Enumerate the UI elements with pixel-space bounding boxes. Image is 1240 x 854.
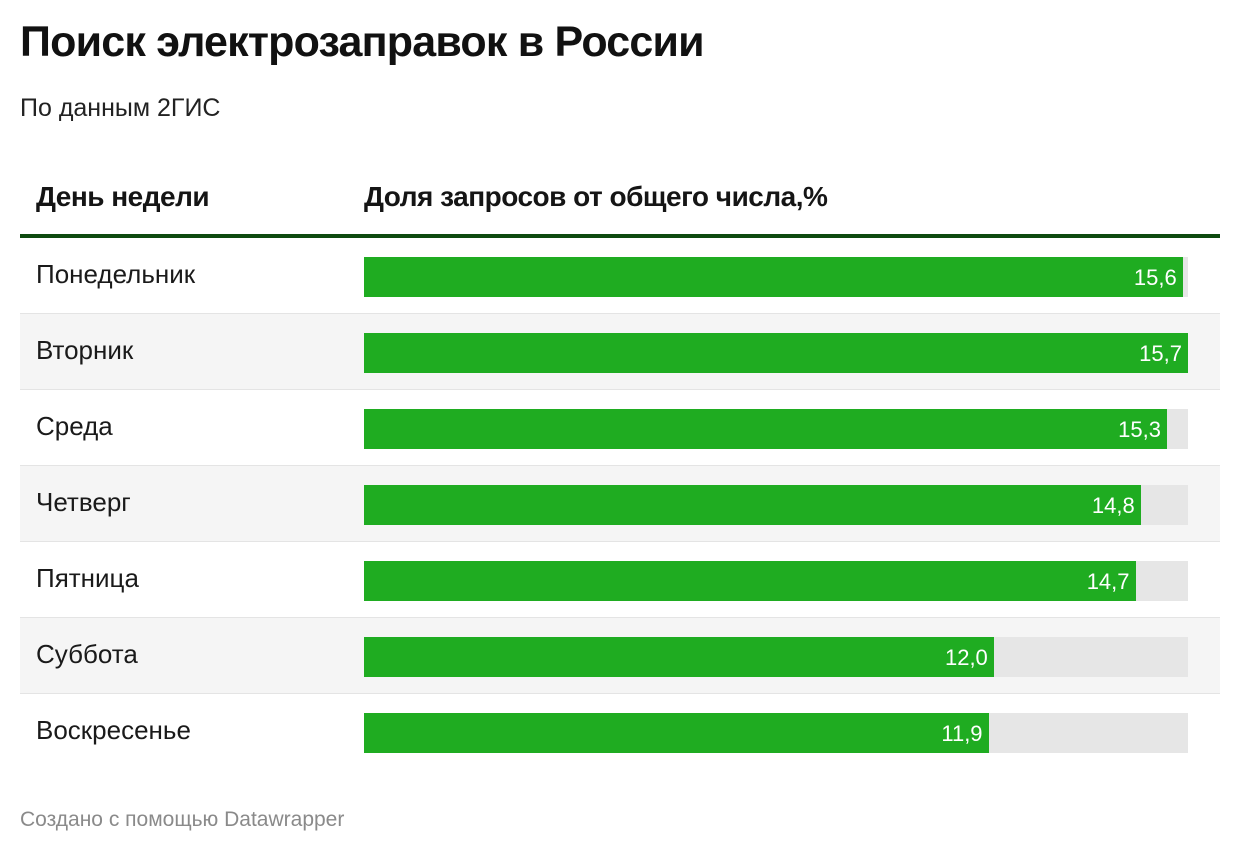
day-label: Воскресенье xyxy=(36,715,191,745)
day-label: Понедельник xyxy=(36,259,196,289)
bar-value-label: 14,7 xyxy=(1086,569,1130,594)
bar-value-label: 12,0 xyxy=(944,645,988,670)
bar: 11,9 xyxy=(364,713,989,753)
day-label: Четверг xyxy=(36,487,131,517)
bar-track: 15,6 xyxy=(364,257,1188,297)
bar-table: День недели Доля запросов от общего числ… xyxy=(20,166,1220,769)
bar-track: 15,7 xyxy=(364,333,1188,373)
day-label: Среда xyxy=(36,411,113,441)
bar-track: 15,3 xyxy=(364,409,1188,449)
table-row: Суббота 12,0 xyxy=(20,618,1220,694)
day-label: Пятница xyxy=(36,563,139,593)
table-row: Воскресенье 11,9 xyxy=(20,694,1220,769)
column-header-share: Доля запросов от общего числа,% xyxy=(364,181,828,212)
table-row: Среда 15,3 xyxy=(20,390,1220,466)
bar-track: 14,8 xyxy=(364,485,1188,525)
bar-value-label: 15,6 xyxy=(1133,265,1177,290)
bar-track: 14,7 xyxy=(364,561,1188,601)
bar: 15,7 xyxy=(364,333,1188,373)
bar-value-label: 15,7 xyxy=(1139,341,1182,366)
table-row: Понедельник 15,6 xyxy=(20,238,1220,314)
bar-value-label: 14,8 xyxy=(1091,493,1135,518)
chart-subtitle: По данным 2ГИС xyxy=(20,94,221,122)
bar-track: 11,9 xyxy=(364,713,1188,753)
chart-title: Поиск электрозаправок в России xyxy=(20,18,705,66)
bar-value-label: 11,9 xyxy=(941,721,983,746)
table-row: Вторник 15,7 xyxy=(20,314,1220,390)
bar: 15,6 xyxy=(364,257,1183,297)
day-label: Суббота xyxy=(36,639,138,669)
column-header-day: День недели xyxy=(36,181,210,212)
table-row: Пятница 14,7 xyxy=(20,542,1220,618)
footer-credit: Создано с помощью Datawrapper xyxy=(20,808,345,831)
bar-value-label: 15,3 xyxy=(1118,417,1161,442)
table-body: Понедельник 15,6 Вторник 15,7 Среда 15,3 Четве… xyxy=(20,238,1220,769)
table-header: День недели Доля запросов от общего числ… xyxy=(20,166,1220,238)
bar: 15,3 xyxy=(364,409,1167,449)
bar: 14,8 xyxy=(364,485,1141,525)
day-label: Вторник xyxy=(36,335,134,365)
bar: 12,0 xyxy=(364,637,994,677)
table-row: Четверг 14,8 xyxy=(20,466,1220,542)
bar-track: 12,0 xyxy=(364,637,1188,677)
bar: 14,7 xyxy=(364,561,1136,601)
